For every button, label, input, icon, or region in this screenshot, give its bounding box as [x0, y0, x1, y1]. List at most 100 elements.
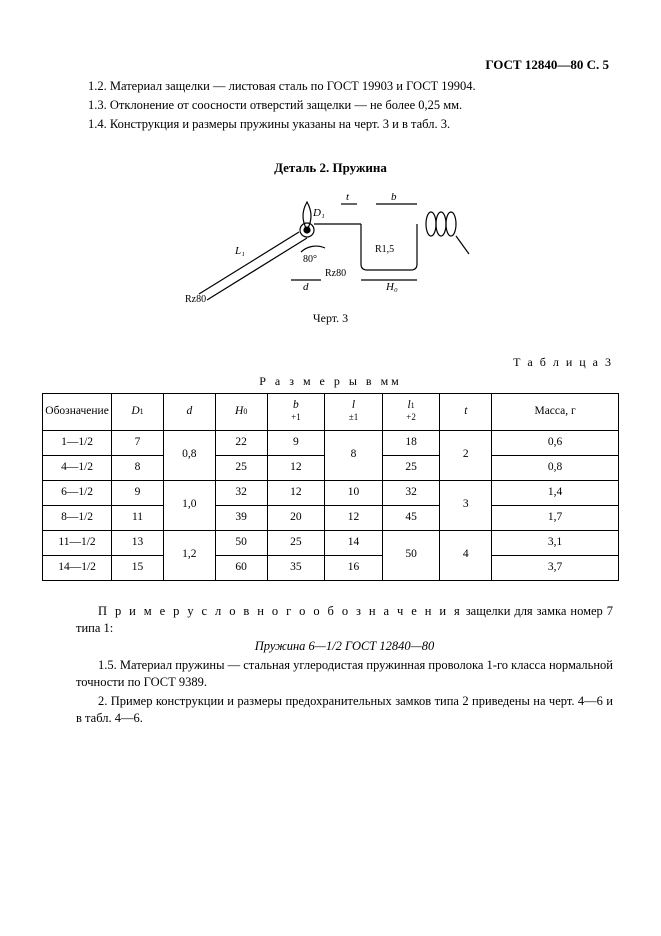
- col-l-main: l: [352, 399, 355, 411]
- note-1-5: 1.5. Материал пружины — стальная углерод…: [76, 657, 613, 691]
- col-H0: H0: [215, 393, 267, 430]
- table-cell: 25: [215, 455, 267, 480]
- figure-wrap: t b D₁ L₁ d H₀ 80° R1,5 Rz80 Rz80: [42, 182, 619, 306]
- doc-code: ГОСТ 12840—80 С. 5: [485, 56, 609, 74]
- table-cell: 3,7: [492, 555, 619, 580]
- example-line: П р и м е р у с л о в н о г о о б о з н …: [76, 603, 613, 637]
- table-cell: 12: [267, 480, 325, 505]
- note-1-4: 1.4. Конструкция и размеры пружины указа…: [76, 116, 613, 133]
- table-cell: 60: [215, 555, 267, 580]
- table-cell: 22: [215, 430, 267, 455]
- label-d: d: [303, 281, 309, 293]
- spring-figure-icon: t b D₁ L₁ d H₀ 80° R1,5 Rz80 Rz80: [181, 182, 481, 306]
- label-b: b: [391, 191, 397, 203]
- dimensions-table: Обозначение D1 d H0 b+1 l±1 l1+2 t Масса…: [42, 393, 619, 581]
- table-cell: 9: [112, 480, 164, 505]
- label-Rz-b: Rz80: [325, 268, 346, 279]
- table-cell: 8: [112, 455, 164, 480]
- table-cell: 11—1/2: [43, 530, 112, 555]
- table-header-row: Обозначение D1 d H0 b+1 l±1 l1+2 t Масса…: [43, 393, 619, 430]
- col-b-main: b: [293, 399, 299, 411]
- table-cell: 0,6: [492, 430, 619, 455]
- note-1-3: 1.3. Отклонение от соосности отверстий з…: [76, 97, 613, 114]
- col-designation: Обозначение: [43, 393, 112, 430]
- bottom-block: П р и м е р у с л о в н о г о о б о з н …: [76, 603, 613, 727]
- label-L1: L₁: [234, 245, 245, 257]
- designation: Пружина 6—1/2 ГОСТ 12840—80: [76, 638, 613, 655]
- label-angle: 80°: [303, 254, 317, 265]
- table-cell: 2: [440, 430, 492, 480]
- table-cell: 35: [267, 555, 325, 580]
- table-cell: 11: [112, 505, 164, 530]
- table-row: 11—1/2131,25025145043,1: [43, 530, 619, 555]
- col-t: t: [440, 393, 492, 430]
- table-cell: 18: [382, 430, 440, 455]
- note-2: 2. Пример конструкции и размеры предохра…: [76, 693, 613, 727]
- table-cell: 1,4: [492, 480, 619, 505]
- figure-caption: Черт. 3: [42, 310, 619, 326]
- col-l1-sub: 1: [411, 401, 415, 410]
- table-cell: 14—1/2: [43, 555, 112, 580]
- table-cell: 39: [215, 505, 267, 530]
- label-H0: H₀: [385, 281, 398, 293]
- table-cell: 50: [382, 530, 440, 580]
- table-cell: 14: [325, 530, 383, 555]
- col-b-tol: +1: [291, 412, 301, 422]
- table-cell: 0,8: [492, 455, 619, 480]
- table-cell: 1—1/2: [43, 430, 112, 455]
- note-1-2: 1.2. Материал защелки — листовая сталь п…: [76, 78, 613, 95]
- table-cell: 9: [267, 430, 325, 455]
- table-cell: 12: [267, 455, 325, 480]
- notes-block: 1.2. Материал защелки — листовая сталь п…: [76, 78, 613, 133]
- table-cell: 0,8: [163, 430, 215, 480]
- label-D1: D₁: [312, 207, 325, 219]
- table-row: 8—1/211 39201245 1,7: [43, 505, 619, 530]
- table-cell: 3,1: [492, 530, 619, 555]
- table-cell: 1,0: [163, 480, 215, 530]
- table-cell: 13: [112, 530, 164, 555]
- col-b: b+1: [267, 393, 325, 430]
- table-cell: 6—1/2: [43, 480, 112, 505]
- table-label: Т а б л и ц а 3: [42, 354, 613, 370]
- page: ГОСТ 12840—80 С. 5 1.2. Материал защелки…: [0, 0, 661, 936]
- col-D1-sub: 1: [140, 407, 144, 416]
- col-D1-main: D: [131, 405, 139, 417]
- table-cell: 16: [325, 555, 383, 580]
- table-cell: 1,2: [163, 530, 215, 580]
- label-t: t: [346, 191, 350, 203]
- col-l: l±1: [325, 393, 383, 430]
- table-cell: 1,7: [492, 505, 619, 530]
- table-cell: 12: [325, 505, 383, 530]
- table-cell: 4—1/2: [43, 455, 112, 480]
- table-cell: 45: [382, 505, 440, 530]
- col-l1-tol: +2: [406, 412, 416, 422]
- col-D1: D1: [112, 393, 164, 430]
- table-cell: 8: [325, 430, 383, 480]
- table-cell: 25: [382, 455, 440, 480]
- col-t-main: t: [464, 405, 467, 417]
- table-row: 6—1/291,03212103231,4: [43, 480, 619, 505]
- table-cell: 8—1/2: [43, 505, 112, 530]
- table-cell: 25: [267, 530, 325, 555]
- label-Rz-a: Rz80: [185, 294, 206, 305]
- table-cell: 50: [215, 530, 267, 555]
- col-l1: l1+2: [382, 393, 440, 430]
- label-R: R1,5: [375, 244, 394, 255]
- table-cell: 32: [215, 480, 267, 505]
- col-d-main: d: [186, 405, 192, 417]
- table-row: 14—1/215 603516 3,7: [43, 555, 619, 580]
- detail-title: Деталь 2. Пружина: [42, 159, 619, 177]
- col-mass: Масса, г: [492, 393, 619, 430]
- col-l-tol: ±1: [349, 412, 358, 422]
- table-cell: 20: [267, 505, 325, 530]
- table-cell: 3: [440, 480, 492, 530]
- table-cell: 32: [382, 480, 440, 505]
- col-H0-sub: 0: [243, 407, 247, 416]
- table-row: 1—1/270,822981820,6: [43, 430, 619, 455]
- table-cell: 7: [112, 430, 164, 455]
- table-cell: 4: [440, 530, 492, 580]
- table-cell: 15: [112, 555, 164, 580]
- col-d: d: [163, 393, 215, 430]
- example-label: П р и м е р у с л о в н о г о о б о з н …: [98, 604, 462, 618]
- table-heading: Р а з м е р ы в мм: [42, 373, 619, 389]
